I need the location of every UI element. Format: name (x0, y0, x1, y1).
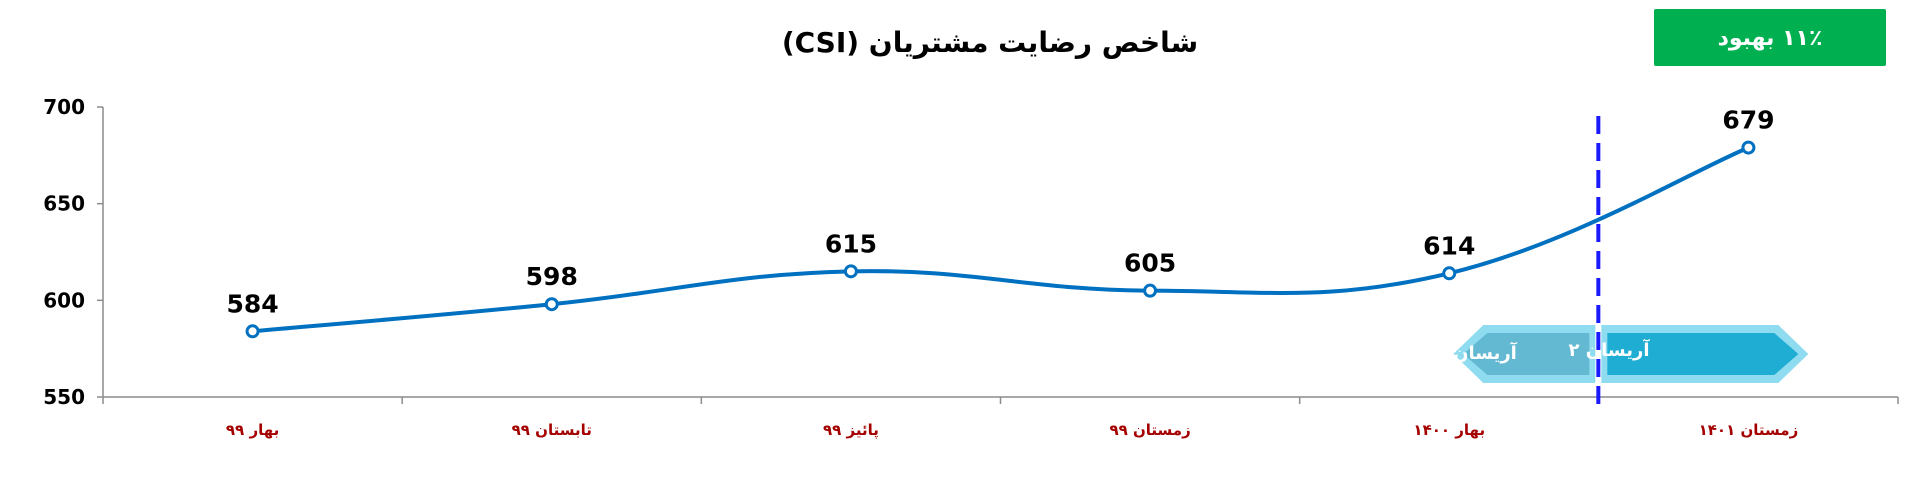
phase-arrow-arisan-2: آریسان ۲ (1569, 325, 1809, 383)
y-tick-label: 700 (43, 95, 85, 119)
y-tick-label: 650 (43, 192, 85, 216)
y-tick-label: 600 (43, 288, 85, 312)
improvement-badge-bg (1654, 9, 1886, 66)
phase-label-arisan: آریسان (1453, 341, 1518, 364)
x-tick-label: بهار ۹۹ (226, 421, 279, 439)
improvement-badge: ۱۱٪ بهبود (1654, 9, 1886, 66)
data-point (1143, 283, 1158, 298)
data-labels: 584 598 615 605 614 679 (226, 106, 1774, 319)
x-axis-ticks: بهار ۹۹ تابستان ۹۹ پائیز ۹۹ زمستان ۹۹ بهار ۱… (102, 397, 1899, 440)
data-point (245, 324, 260, 339)
data-label: 598 (526, 262, 578, 291)
x-tick-label: بهار ۱۴۰۰ (1413, 421, 1485, 439)
data-label: 605 (1124, 249, 1176, 278)
improvement-badge-text: ۱۱٪ بهبود (1718, 26, 1823, 51)
x-tick-label: زمستان ۹۹ (1109, 421, 1190, 439)
series-line (252, 145, 1750, 334)
x-tick-label: تابستان ۹۹ (512, 421, 592, 439)
phase-arrow-arisan-2-body (1607, 333, 1799, 375)
data-point (1741, 140, 1756, 155)
data-point (1442, 266, 1457, 281)
x-tick-label: پائیز ۹۹ (823, 421, 879, 440)
data-point (544, 297, 559, 312)
data-label: 614 (1423, 231, 1475, 260)
phase-arrow-arisan-body (1463, 333, 1590, 375)
data-label: 584 (226, 289, 278, 318)
chart-title: شاخص رضایت مشتریان (CSI) (782, 26, 1198, 59)
x-tick-label: زمستان ۱۴۰۱ (1699, 421, 1799, 439)
phase-arrow-arisan: آریسان (1453, 325, 1596, 383)
y-tick-label: 550 (43, 385, 85, 409)
data-point (843, 264, 858, 279)
data-label: 615 (825, 229, 877, 258)
data-label: 679 (1722, 106, 1774, 135)
phase-label-arisan-2: آریسان ۲ (1569, 338, 1651, 361)
y-axis-ticks: 550 600 650 700 (43, 95, 103, 409)
data-points (245, 140, 1756, 339)
